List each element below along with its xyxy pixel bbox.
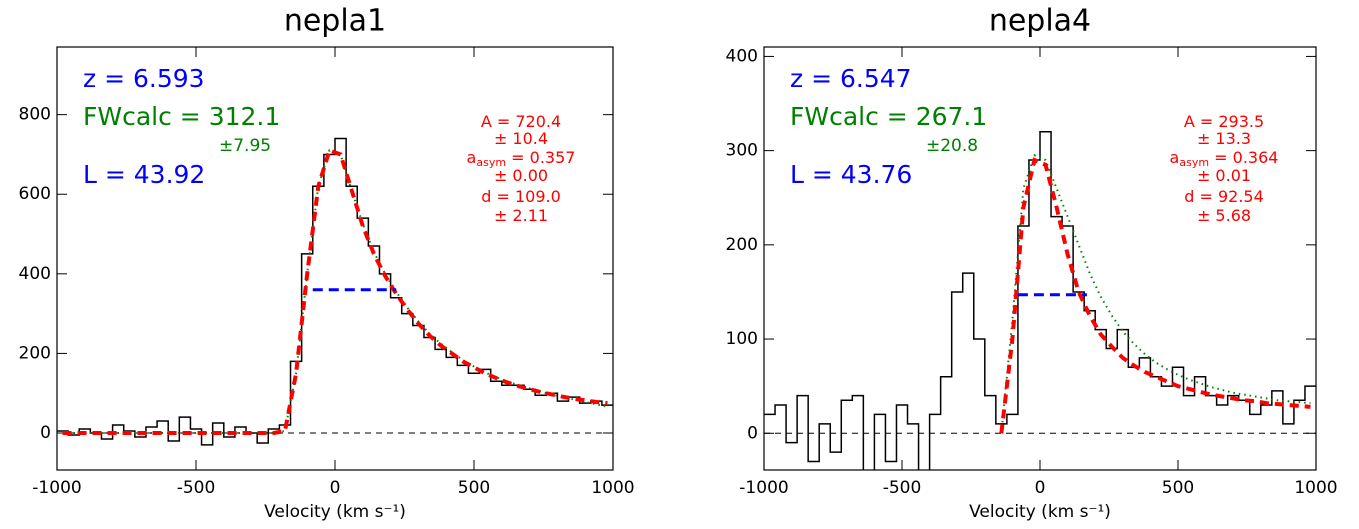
x-tick-label: -500 bbox=[883, 478, 922, 498]
annotation-text: ±7.95 bbox=[219, 136, 271, 156]
annotation-text: A = 293.5 bbox=[1184, 112, 1264, 131]
annotation-text: L = 43.76 bbox=[790, 160, 912, 189]
annotation: aasym = 0.357 bbox=[467, 148, 576, 170]
annotation-text: ± 10.4 bbox=[494, 129, 548, 148]
annotation: ±20.8 bbox=[926, 136, 978, 156]
annotation-text: FWcalc = 267.1 bbox=[790, 102, 987, 131]
annotation: ± 5.68 bbox=[1197, 206, 1251, 225]
x-tick-label: -1000 bbox=[32, 478, 81, 498]
x-tick-label: 1000 bbox=[1294, 478, 1337, 498]
annotation-text: d = 109.0 bbox=[481, 187, 561, 206]
annotation-rest: = 0.364 bbox=[1209, 148, 1278, 167]
annotation: A = 720.4 bbox=[481, 112, 561, 131]
x-tick-label: -1000 bbox=[739, 478, 788, 498]
annotation: d = 92.54 bbox=[1184, 187, 1264, 206]
annotation-text: ± 2.11 bbox=[494, 206, 548, 225]
dotted-line bbox=[1000, 153, 1311, 434]
annotation-text: ± 5.68 bbox=[1197, 206, 1251, 225]
y-tick-label: 400 bbox=[19, 264, 51, 284]
annotation: FWcalc = 312.1 bbox=[83, 102, 280, 131]
chart-title: nepla1 bbox=[284, 4, 386, 39]
annotation: L = 43.76 bbox=[790, 160, 912, 189]
annotation-text: d = 92.54 bbox=[1184, 187, 1264, 206]
annotation-text: A = 720.4 bbox=[481, 112, 561, 131]
annotation-subscript: asym bbox=[1179, 156, 1209, 169]
annotation: L = 43.92 bbox=[83, 160, 205, 189]
annotation: aasym = 0.364 bbox=[1170, 148, 1279, 170]
x-tick-label: 0 bbox=[1035, 478, 1046, 498]
dashed-line bbox=[62, 147, 608, 435]
annotation: ± 0.01 bbox=[1197, 166, 1251, 185]
plot-area bbox=[764, 131, 1316, 470]
chart-title: nepla4 bbox=[989, 4, 1091, 39]
dashed-line bbox=[999, 157, 1311, 434]
annotation-text: ± 13.3 bbox=[1197, 129, 1251, 148]
annotation: ± 0.00 bbox=[494, 166, 548, 185]
annotation-subscript: asym bbox=[476, 156, 506, 169]
annotation: z = 6.547 bbox=[790, 64, 912, 93]
x-tick-label: 500 bbox=[458, 478, 490, 498]
annotation: A = 293.5 bbox=[1184, 112, 1264, 131]
annotation: z = 6.593 bbox=[83, 64, 205, 93]
annotation-text: FWcalc = 312.1 bbox=[83, 102, 280, 131]
annotation-text: ± 0.01 bbox=[1197, 166, 1251, 185]
annotation: FWcalc = 267.1 bbox=[790, 102, 987, 131]
annotation: ± 13.3 bbox=[1197, 129, 1251, 148]
y-tick-label: 300 bbox=[726, 141, 758, 161]
y-tick-label: 100 bbox=[726, 329, 758, 349]
annotation-text: a bbox=[1170, 148, 1180, 167]
step-line bbox=[764, 131, 1316, 470]
x-tick-label: 1000 bbox=[591, 478, 634, 498]
x-axis-label: Velocity (km s⁻¹) bbox=[969, 502, 1111, 522]
y-tick-label: 400 bbox=[726, 46, 758, 66]
annotation: ± 10.4 bbox=[494, 129, 548, 148]
x-axis-label: Velocity (km s⁻¹) bbox=[264, 502, 406, 522]
y-tick-label: 800 bbox=[19, 105, 51, 125]
y-tick-label: 200 bbox=[726, 235, 758, 255]
y-tick-label: 0 bbox=[747, 423, 758, 443]
plot-frame bbox=[763, 46, 1317, 471]
annotation-text: z = 6.547 bbox=[790, 64, 912, 93]
annotation: d = 109.0 bbox=[481, 187, 561, 206]
y-tick-label: 200 bbox=[19, 343, 51, 363]
x-tick-label: 500 bbox=[1162, 478, 1194, 498]
annotation: ± 2.11 bbox=[494, 206, 548, 225]
y-tick-label: 600 bbox=[19, 184, 51, 204]
x-tick-label: -500 bbox=[177, 478, 216, 498]
panel: nepla1 Velocity (km s⁻¹) -1000 -500 0 500 1000… bbox=[19, 4, 635, 523]
plot-area bbox=[57, 137, 613, 446]
plot-frame bbox=[56, 46, 614, 471]
annotation-rest: = 0.357 bbox=[506, 148, 575, 167]
y-tick-label: 0 bbox=[40, 423, 51, 443]
annotation: ±7.95 bbox=[219, 136, 271, 156]
annotation-text: L = 43.92 bbox=[83, 160, 205, 189]
annotation-text: ±20.8 bbox=[926, 136, 978, 156]
x-tick-label: 0 bbox=[330, 478, 341, 498]
annotation-text: ± 0.00 bbox=[494, 166, 548, 185]
annotation-text: a bbox=[467, 148, 477, 167]
annotation-text: z = 6.593 bbox=[83, 64, 205, 93]
